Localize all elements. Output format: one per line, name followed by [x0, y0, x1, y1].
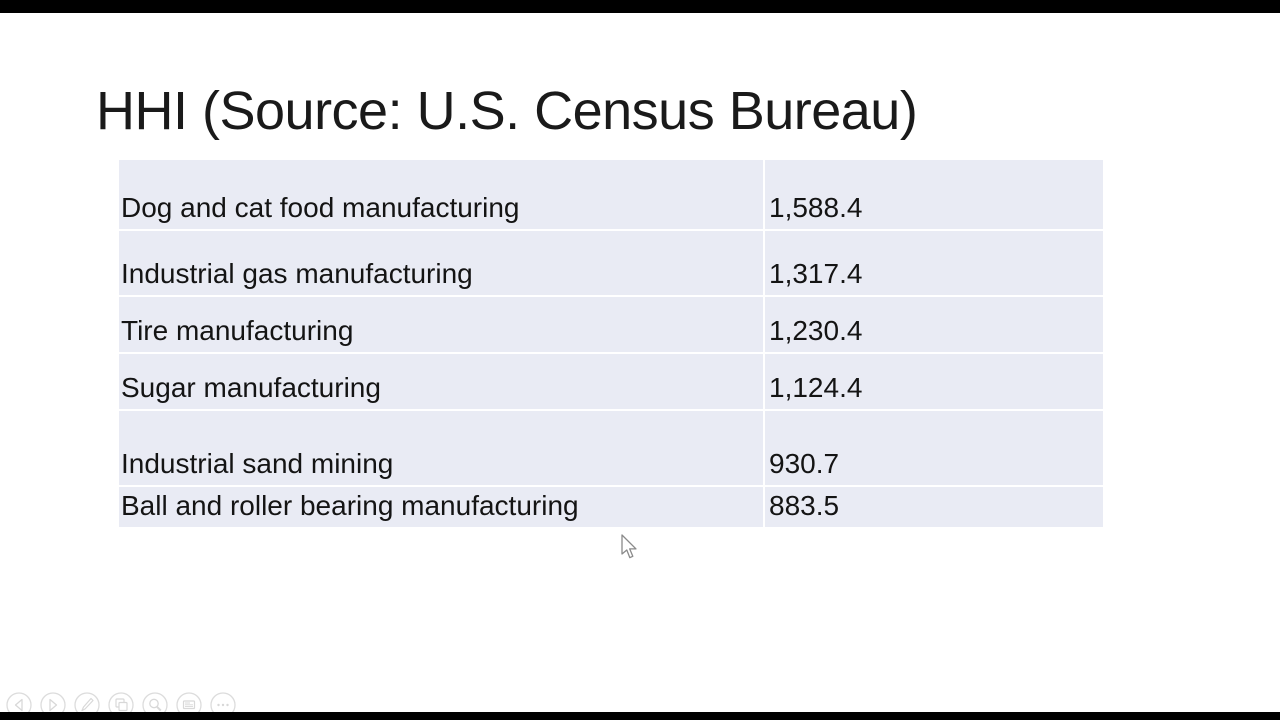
- slides-grid-icon: [108, 692, 134, 718]
- table-row: Industrial gas manufacturing 1,317.4: [119, 231, 1103, 295]
- see-all-slides-button[interactable]: [108, 692, 134, 718]
- table-row: Dog and cat food manufacturing 1,588.4: [119, 160, 1103, 229]
- letterbox-bottom-bar: [0, 712, 1280, 720]
- table-row: Ball and roller bearing manufacturing 88…: [119, 487, 1103, 527]
- hhi-value: 1,588.4: [769, 192, 863, 224]
- mouse-cursor: [620, 534, 640, 567]
- letterbox-top-bar: [0, 0, 1280, 13]
- industry-label: Dog and cat food manufacturing: [119, 160, 765, 229]
- industry-label: Industrial sand mining: [119, 411, 765, 485]
- table-row: Tire manufacturing 1,230.4: [119, 297, 1103, 352]
- hhi-table: Dog and cat food manufacturing 1,588.4 I…: [119, 160, 1103, 527]
- industry-label: Sugar manufacturing: [119, 354, 765, 409]
- industry-label: Industrial gas manufacturing: [119, 231, 765, 295]
- table-row: Industrial sand mining 930.7: [119, 411, 1103, 485]
- table-row: Sugar manufacturing 1,124.4: [119, 354, 1103, 409]
- slide-title: HHI (Source: U.S. Census Bureau): [96, 81, 918, 141]
- hhi-value: 1,317.4: [769, 258, 863, 290]
- hhi-value: 883.5: [769, 490, 840, 522]
- industry-label: Ball and roller bearing manufacturing: [119, 487, 765, 527]
- hhi-value: 1,124.4: [769, 372, 863, 404]
- hhi-value: 1,230.4: [769, 315, 863, 347]
- hhi-value: 930.7: [769, 448, 840, 480]
- industry-label: Tire manufacturing: [119, 297, 765, 352]
